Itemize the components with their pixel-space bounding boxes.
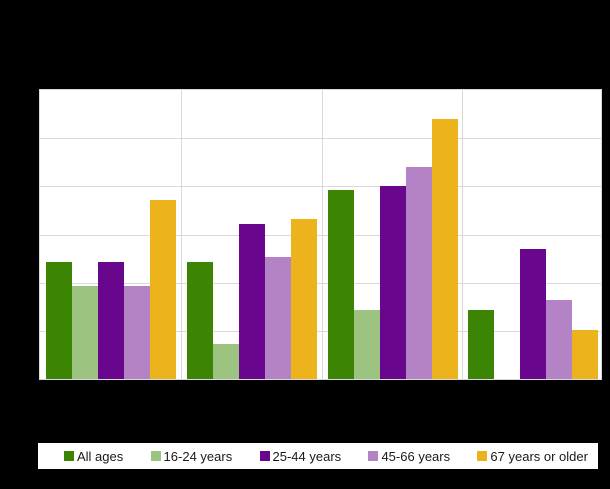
legend-swatch-45-66-years (368, 451, 379, 461)
bar-25-44-years-group4[interactable] (520, 249, 547, 379)
title-area (0, 0, 610, 89)
bar-25-44-years-group2[interactable] (238, 224, 265, 379)
vertical-gridline (322, 90, 323, 379)
legend-item-25-44-years[interactable]: 25-44 years (259, 448, 342, 464)
bar-45-66-years-group2[interactable] (264, 257, 291, 379)
horizontal-gridline (40, 282, 601, 284)
bar-45-66-years-group1[interactable] (124, 286, 150, 379)
bar-25-44-years-group3[interactable] (379, 186, 406, 379)
legend-item-45-66-years[interactable]: 45-66 years (368, 450, 450, 463)
vertical-gridline (462, 90, 463, 379)
bar-67-years-or-older-group2[interactable] (290, 219, 317, 379)
legend-item-label: 45-66 years (381, 448, 451, 464)
bar-all-ages-group3[interactable] (327, 190, 354, 379)
bar-all-ages-group4[interactable] (468, 310, 495, 379)
legend-item-all-ages[interactable]: All ages (64, 450, 123, 463)
horizontal-gridline (40, 138, 601, 140)
bar-67-years-or-older-group3[interactable] (431, 119, 458, 379)
bar-25-44-years-group1[interactable] (98, 262, 124, 379)
legend-item-label: 67 years or older (490, 448, 588, 464)
bar-67-years-or-older-group1[interactable] (150, 200, 176, 379)
legend: All ages 16-24 years 25-44 years 45-66 year… (38, 443, 598, 469)
legend-item-label: 25-44 years (272, 448, 342, 464)
bar-16-24-years-group1[interactable] (72, 286, 98, 379)
bar-45-66-years-group3[interactable] (405, 167, 432, 379)
legend-item-67-years-or-older[interactable]: 67 years or older (477, 450, 588, 463)
legend-swatch-16-24-years (150, 451, 161, 461)
legend-item-16-24-years[interactable]: 16-24 years (150, 448, 233, 464)
horizontal-gridline (40, 330, 601, 332)
horizontal-gridline (40, 234, 601, 236)
bar-45-66-years-group4[interactable] (546, 300, 573, 379)
bar-all-ages-group1[interactable] (46, 262, 72, 379)
legend-swatch-67-years-or-older (477, 451, 488, 461)
bar-16-24-years-group3[interactable] (353, 310, 380, 379)
legend-swatch-all-ages (64, 451, 74, 461)
legend-item-label: 16-24 years (163, 448, 233, 464)
vertical-gridline (181, 90, 182, 379)
bar-67-years-or-older-group4[interactable] (572, 330, 599, 379)
legend-swatch-25-44-years (259, 451, 270, 461)
legend-item-label: All ages (77, 448, 124, 464)
bar-16-24-years-group2[interactable] (212, 344, 239, 379)
plot-area (39, 89, 602, 380)
bar-all-ages-group2[interactable] (186, 262, 213, 379)
horizontal-gridline (40, 186, 601, 188)
